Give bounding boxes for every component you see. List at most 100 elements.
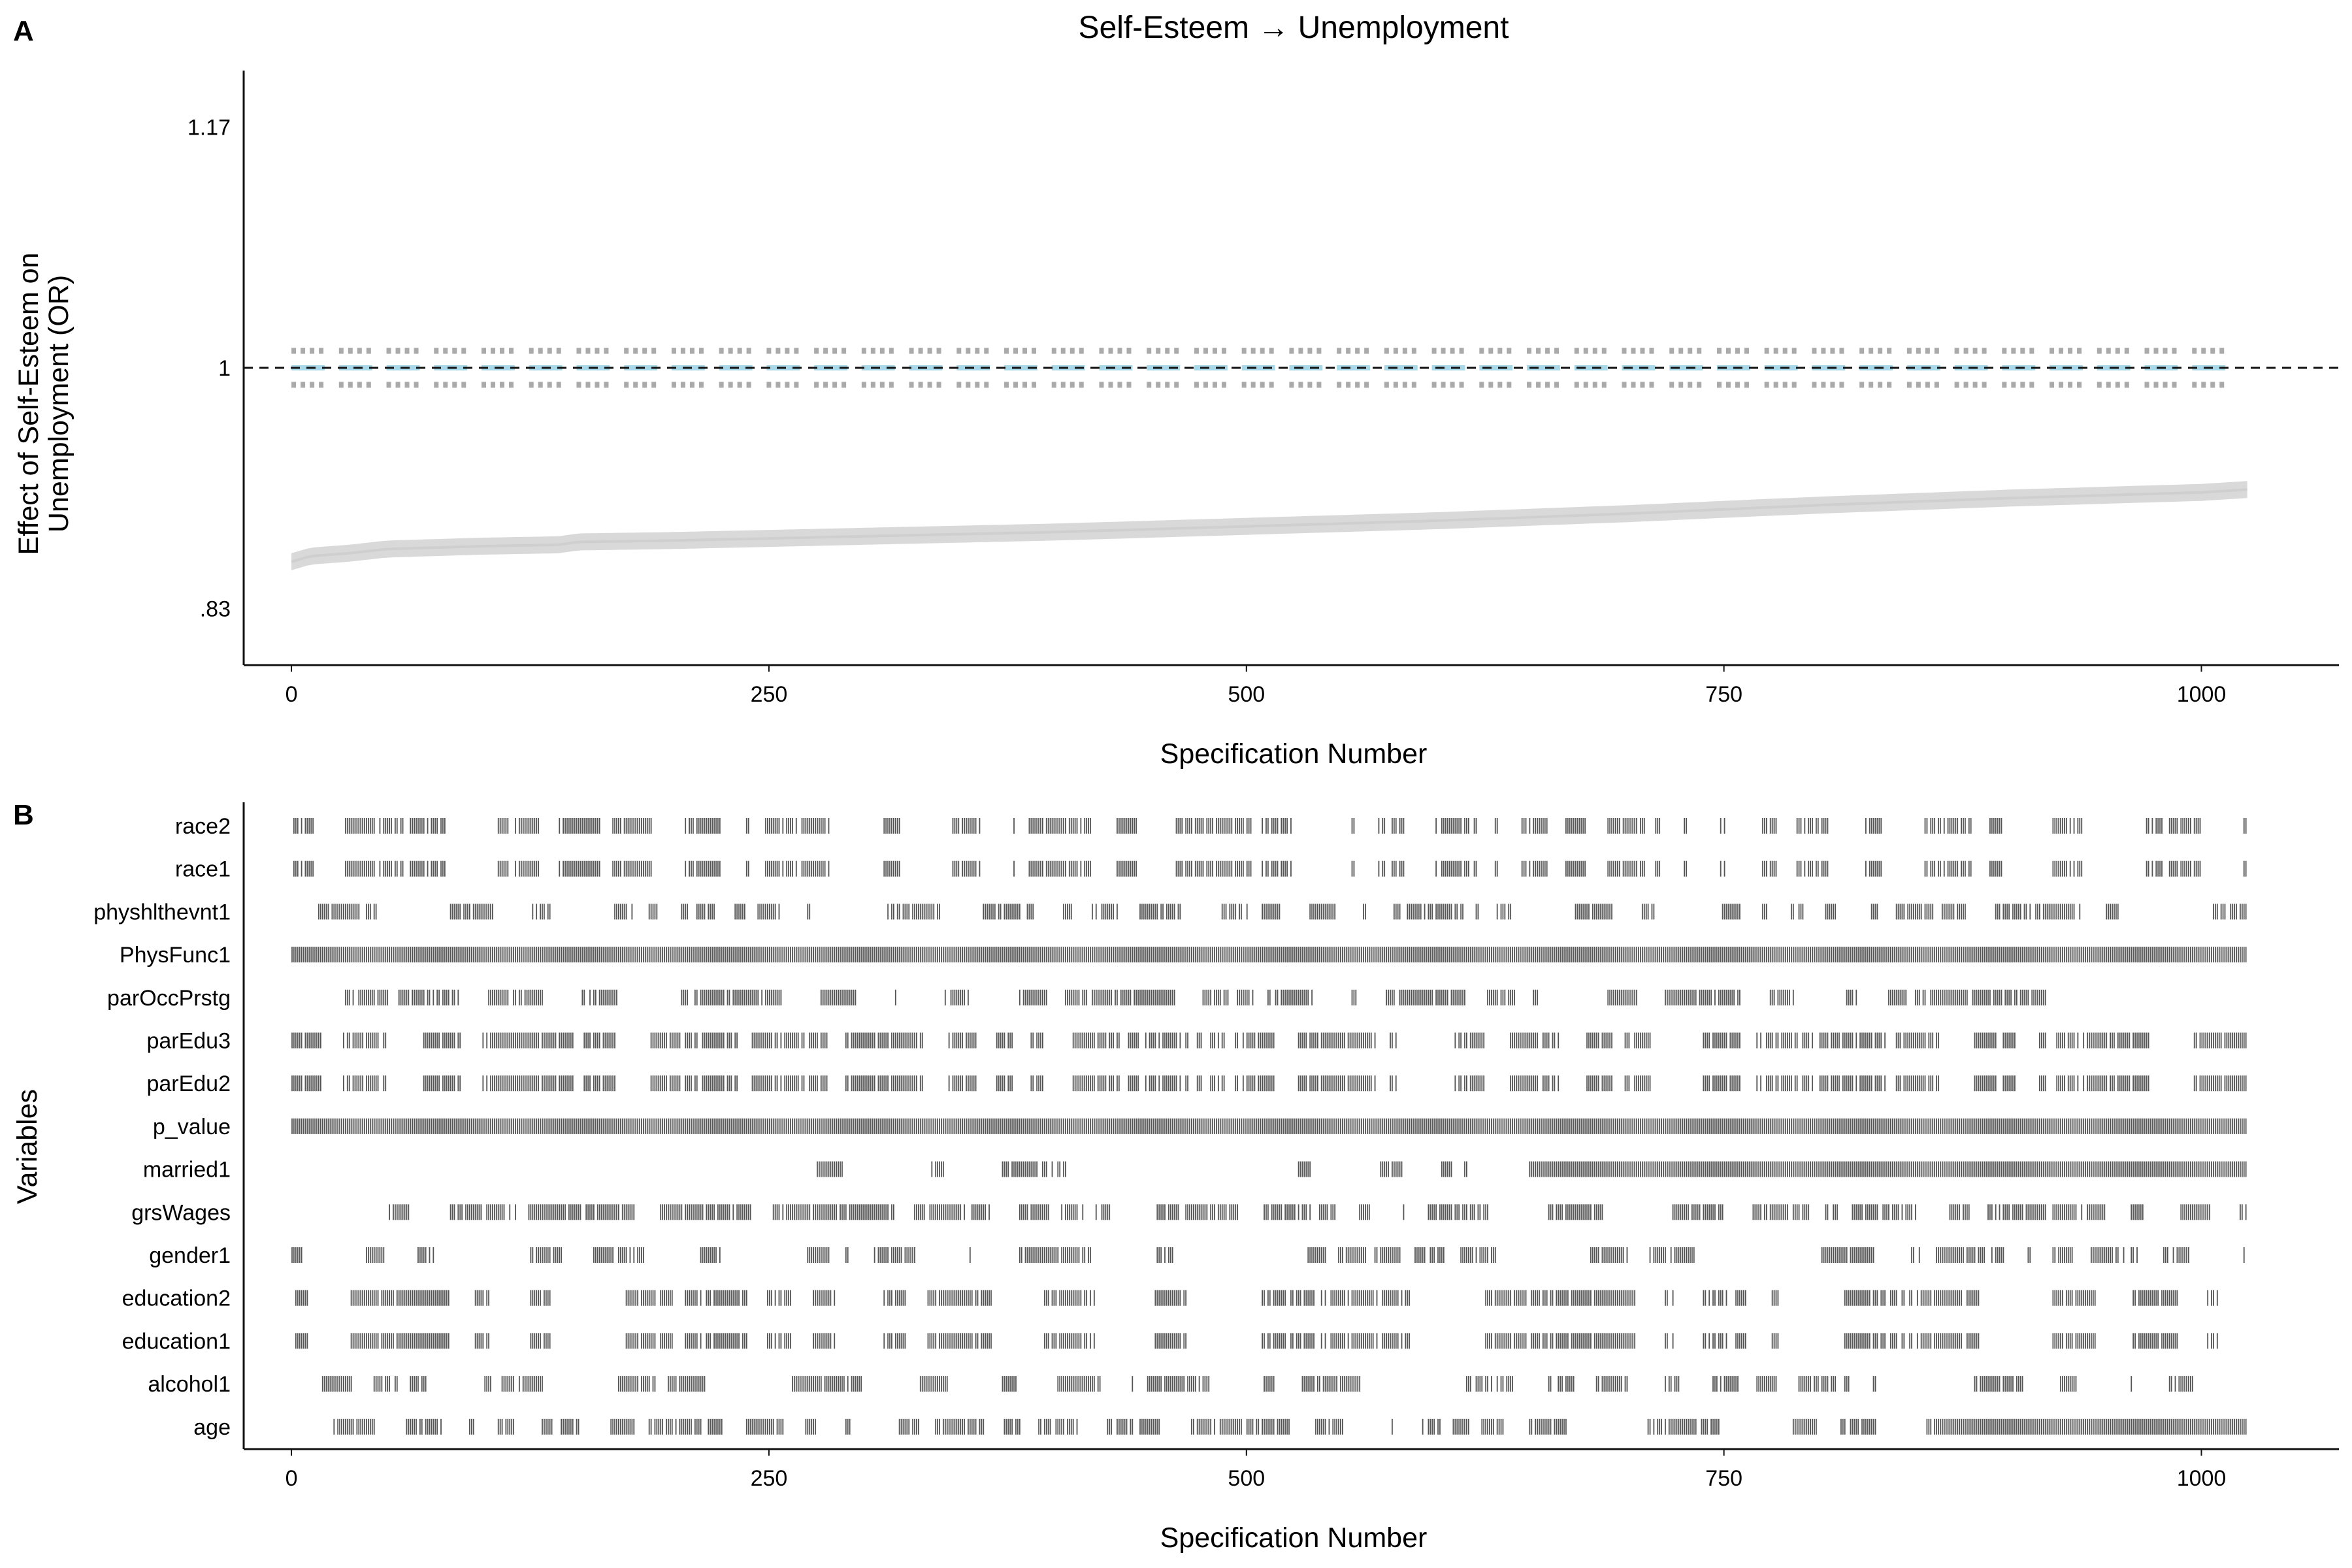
specification-mark	[536, 989, 538, 1005]
specification-mark	[2170, 947, 2172, 963]
specification-mark	[1095, 989, 1097, 1005]
specification-mark	[434, 1075, 436, 1092]
specification-mark	[1105, 1118, 1107, 1134]
specification-mark	[1930, 1075, 1932, 1092]
specification-mark	[738, 904, 740, 920]
specification-mark	[2214, 1032, 2216, 1049]
specification-mark	[939, 904, 940, 920]
specification-mark	[304, 818, 306, 834]
specification-mark	[883, 1032, 885, 1049]
specification-mark	[1320, 1075, 1322, 1092]
specification-mark	[1989, 1075, 1991, 1092]
specification-mark	[1465, 1118, 1467, 1134]
specification-mark	[906, 904, 908, 920]
specification-mark	[414, 818, 415, 834]
specification-mark	[2044, 1032, 2046, 1049]
specification-mark	[1907, 1032, 1909, 1049]
specification-mark	[1897, 904, 1899, 920]
specification-mark	[402, 1118, 404, 1134]
specification-mark	[1244, 947, 1246, 963]
specification-mark	[593, 818, 595, 834]
specification-mark	[1084, 947, 1086, 963]
specification-mark	[1525, 818, 1527, 834]
specification-mark	[1542, 1032, 1544, 1049]
specification-mark	[977, 947, 979, 963]
specification-mark	[412, 818, 414, 834]
specification-mark	[1523, 1032, 1525, 1049]
specification-mark	[1473, 1032, 1475, 1049]
specification-mark	[988, 947, 990, 963]
specification-mark	[1527, 1075, 1529, 1092]
specification-mark	[602, 1075, 604, 1092]
specification-mark	[1158, 1075, 1160, 1092]
specification-mark	[421, 818, 423, 834]
specification-mark	[788, 1118, 789, 1134]
specification-mark	[710, 989, 711, 1005]
specification-mark	[954, 989, 956, 1005]
specification-mark	[900, 1032, 902, 1049]
specification-mark	[1448, 904, 1450, 920]
specification-mark	[1655, 818, 1657, 834]
specification-mark	[921, 1032, 923, 1049]
specification-mark	[1065, 904, 1066, 920]
specification-mark	[662, 1118, 664, 1134]
specification-mark	[1397, 904, 1399, 920]
specification-mark	[755, 1075, 757, 1092]
specification-mark	[1550, 947, 1552, 963]
specification-mark	[1546, 818, 1548, 834]
specification-mark	[1059, 947, 1061, 963]
specification-mark	[958, 989, 960, 1005]
specification-mark	[385, 947, 387, 963]
specification-mark	[1067, 989, 1068, 1005]
specification-mark	[612, 1032, 614, 1049]
specification-mark	[505, 818, 507, 834]
specification-mark	[1189, 860, 1190, 877]
specification-mark	[1269, 1118, 1271, 1134]
specification-mark	[1437, 989, 1439, 1005]
specification-mark	[1655, 947, 1657, 963]
specification-mark	[1128, 989, 1130, 1005]
specification-mark	[1697, 1118, 1699, 1134]
specification-mark	[495, 989, 497, 1005]
specification-mark	[772, 947, 774, 963]
specification-mark	[1909, 947, 1911, 963]
specification-mark	[1405, 947, 1407, 963]
specification-mark	[1063, 904, 1064, 920]
specification-mark	[998, 1118, 1000, 1134]
specification-mark	[2213, 904, 2214, 920]
specification-mark	[1938, 1075, 1939, 1092]
specification-mark	[1196, 1075, 1198, 1092]
specification-mark	[1113, 1118, 1114, 1134]
specification-mark	[927, 904, 929, 920]
specification-mark	[677, 1032, 679, 1049]
specification-mark	[792, 860, 793, 877]
specification-mark	[356, 904, 358, 920]
variable-row	[318, 904, 2247, 920]
specification-mark	[740, 1118, 742, 1134]
specification-mark	[668, 1118, 669, 1134]
specification-mark	[811, 818, 813, 834]
specification-mark	[1435, 1118, 1437, 1134]
specification-mark	[1334, 1032, 1336, 1049]
specification-mark	[1028, 1118, 1030, 1134]
specification-mark	[2075, 947, 2077, 963]
specification-mark	[1756, 1032, 1758, 1049]
specification-mark	[1825, 947, 1827, 963]
specification-mark	[1722, 989, 1723, 1005]
specification-mark	[331, 904, 333, 920]
specification-mark	[623, 860, 625, 877]
specification-mark	[1790, 904, 1792, 920]
specification-mark	[1609, 860, 1611, 877]
specification-mark	[1032, 1032, 1034, 1049]
specification-mark	[1771, 860, 1773, 877]
specification-mark	[792, 1032, 793, 1049]
specification-mark	[973, 1075, 975, 1092]
specification-mark	[1467, 818, 1469, 834]
specification-mark	[1171, 947, 1173, 963]
specification-mark	[1479, 1118, 1481, 1134]
specification-mark	[1353, 1118, 1355, 1134]
specification-mark	[646, 860, 648, 877]
specification-mark	[1693, 947, 1695, 963]
specification-mark	[2052, 860, 2054, 877]
specification-mark	[1510, 1075, 1512, 1092]
